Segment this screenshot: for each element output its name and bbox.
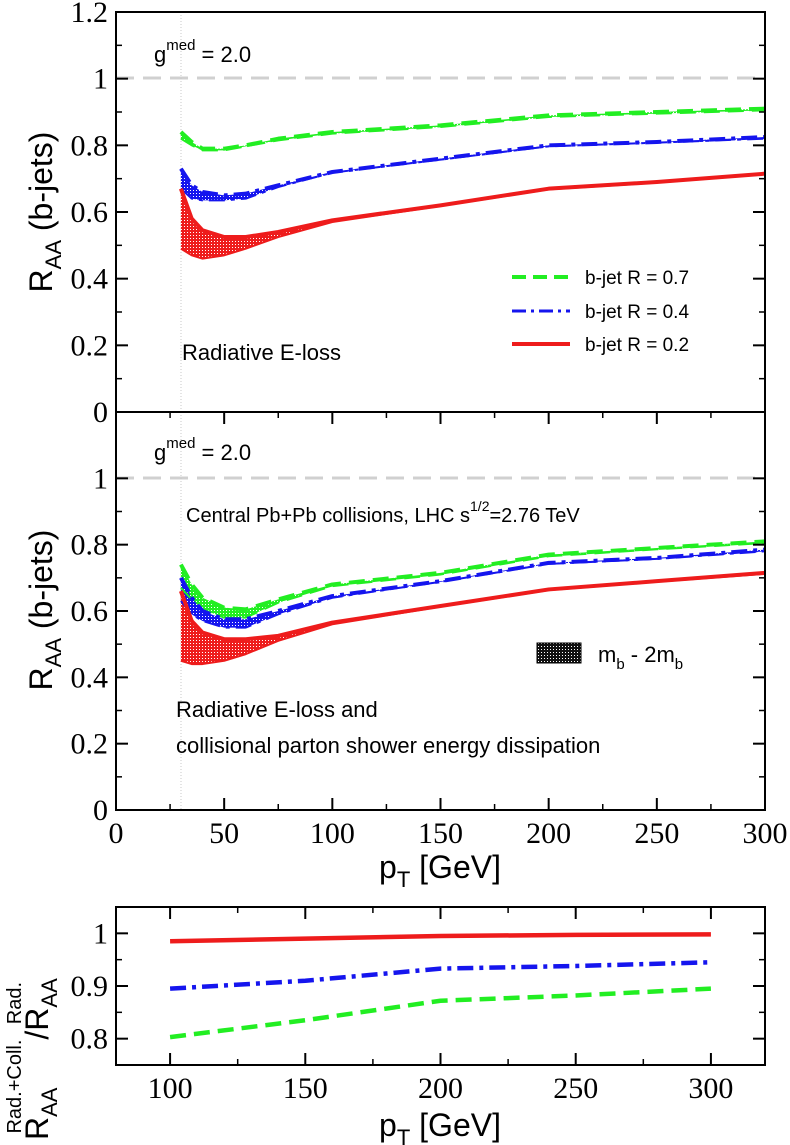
middle-x-tick-label: 200 bbox=[526, 817, 571, 850]
top-line-lower-b-jet-r-0-2 bbox=[180, 173, 766, 260]
legend-label-r02: b-jet R = 0.2 bbox=[585, 335, 689, 356]
middle-x-axis-label: pT [GeV] bbox=[379, 849, 501, 892]
top-band-b-jet-r-0-4 bbox=[180, 137, 765, 201]
bottom-x-axis-label: pT [GeV] bbox=[379, 1107, 501, 1145]
bottom-y-tick-label: 0.9 bbox=[71, 970, 109, 1003]
top-line-lower-b-jet-r-0-7 bbox=[180, 109, 766, 152]
middle-x-ticks: 0 50 100 150 200 250 300 bbox=[109, 412, 788, 850]
top-y-tick-label: 0.6 bbox=[71, 196, 109, 229]
bottom-x-tick-label: 250 bbox=[553, 1072, 598, 1105]
middle-x-tick-label: 100 bbox=[310, 817, 355, 850]
top-y-tick-label: 0 bbox=[93, 396, 108, 429]
bottom-x-tick-label: 200 bbox=[418, 1072, 463, 1105]
top-y-axis-label: RAA (b-jets) bbox=[23, 132, 66, 293]
top-line-upper-b-jet-r-0-7 bbox=[179, 106, 766, 151]
top-y-tick-label: 0.8 bbox=[71, 129, 109, 162]
top-y-tick-label: 1.2 bbox=[71, 0, 109, 29]
middle-lines bbox=[179, 539, 766, 666]
top-line-upper-b-jet-r-0-4 bbox=[179, 135, 766, 198]
middle-band-b-jet-r-0-4 bbox=[180, 549, 765, 628]
bottom-x-tick-label: 150 bbox=[283, 1072, 328, 1105]
band-legend-label: mb - 2mb bbox=[598, 642, 683, 673]
top-radiative-note: Radiative E-loss bbox=[182, 340, 341, 365]
middle-line-lower-b-jet-r-0-2 bbox=[180, 572, 766, 666]
top-y-tick-label: 0.2 bbox=[71, 329, 109, 362]
collision-system-annotation: Central Pb+Pb collisions, LHC s1/2=2.76 … bbox=[186, 498, 580, 527]
middle-line-lower-b-jet-r-0-4 bbox=[180, 550, 766, 629]
bottom-y-tick-label: 0.8 bbox=[71, 1023, 109, 1056]
middle-x-tick-label: 250 bbox=[634, 817, 679, 850]
legend-label-r04: b-jet R = 0.4 bbox=[585, 302, 689, 323]
bottom-lines bbox=[169, 932, 712, 1040]
middle-y-tick-label: 0.8 bbox=[71, 529, 109, 562]
top-y-tick-label: 0.4 bbox=[71, 263, 109, 296]
top-line-lower-b-jet-r-0-4 bbox=[180, 137, 766, 202]
bottom-line-b-jet-r-0-4 bbox=[169, 960, 711, 991]
legend-label-r07: b-jet R = 0.7 bbox=[585, 268, 689, 289]
middle-y-tick-label: 0 bbox=[93, 794, 108, 827]
middle-x-tick-label: 300 bbox=[743, 817, 788, 850]
bottom-line-b-jet-r-0-7 bbox=[169, 986, 712, 1040]
middle-y-ticks: 0 0.2 0.4 0.6 0.8 1 bbox=[71, 462, 765, 827]
bottom-x-tick-label: 100 bbox=[148, 1072, 193, 1105]
top-line-upper-b-jet-r-0-2 bbox=[179, 171, 766, 239]
middle-line-upper-b-jet-r-0-7 bbox=[179, 539, 766, 612]
middle-y-tick-label: 1 bbox=[93, 462, 108, 495]
legend: b-jet R = 0.7 b-jet R = 0.4 b-jet R = 0.… bbox=[512, 268, 689, 356]
bottom-x-ticks: 100 150 200 250 300 bbox=[148, 907, 733, 1105]
middle-x-tick-label: 50 bbox=[209, 817, 239, 850]
middle-y-tick-label: 0.6 bbox=[71, 595, 109, 628]
band-legend-swatch bbox=[536, 642, 582, 664]
middle-band-b-jet-r-0-2 bbox=[180, 572, 765, 665]
top-y-tick-label: 1 bbox=[93, 63, 108, 96]
middle-note-line-2: collisional parton shower energy dissipa… bbox=[176, 733, 600, 758]
middle-note-line-1: Radiative E-loss and bbox=[176, 697, 378, 722]
top-panel: 0 0.2 0.4 0.6 0.8 1 1.2 RAA (b-jets) gmed = 2.… bbox=[23, 0, 766, 429]
top-lines bbox=[179, 106, 766, 260]
middle-x-tick-label: 150 bbox=[418, 817, 463, 850]
middle-gmed-annotation: gmed = 2.0 bbox=[154, 435, 251, 465]
bottom-panel: 0.8 0.9 1 100 150 200 250 300 RAARad.+Coll./RA… bbox=[4, 906, 766, 1145]
middle-y-tick-label: 0.2 bbox=[71, 728, 109, 761]
bottom-x-tick-label: 300 bbox=[688, 1072, 733, 1105]
top-bands bbox=[180, 108, 765, 259]
middle-y-tick-label: 0.4 bbox=[71, 661, 109, 694]
middle-y-axis-label: RAA (b-jets) bbox=[23, 530, 66, 691]
bottom-y-axis-label-numerator: RAARad.+Coll./RAARad. bbox=[4, 978, 62, 1140]
top-band-b-jet-r-0-7 bbox=[180, 108, 765, 151]
bottom-y-ticks: 0.8 0.9 1 bbox=[71, 917, 765, 1056]
middle-panel: 0 0.2 0.4 0.6 0.8 1 0 50 100 150 200 250 300 RAA (b… bbox=[23, 411, 788, 892]
bottom-line-b-jet-r-0-2 bbox=[170, 932, 711, 944]
middle-line-upper-b-jet-r-0-4 bbox=[179, 547, 766, 622]
middle-x-tick-label: 0 bbox=[109, 817, 124, 850]
top-gmed-annotation: gmed = 2.0 bbox=[154, 37, 251, 67]
bottom-y-tick-label: 1 bbox=[93, 917, 108, 950]
top-y-ticks: 0 0.2 0.4 0.6 0.8 1 1.2 bbox=[71, 0, 765, 429]
